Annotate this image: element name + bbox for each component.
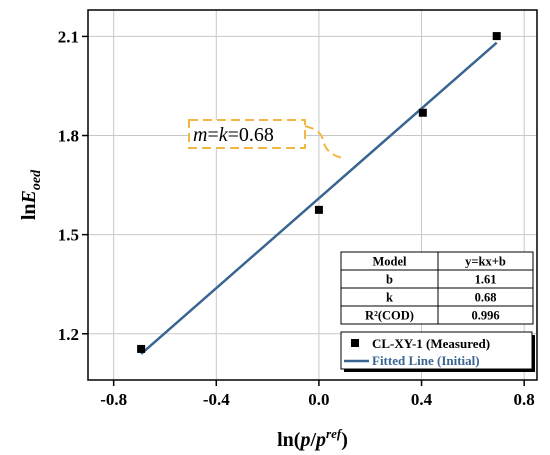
data-point xyxy=(314,205,323,214)
x-title-p: p xyxy=(298,429,310,451)
legend-box xyxy=(340,331,533,370)
stats-table-key: Model xyxy=(372,255,407,269)
annotation-m: m xyxy=(193,124,207,146)
stats-table: Model y=kx+b b 1.61 k 0.68 R²(COD) 0.996 xyxy=(340,251,534,325)
y-title-prefix: ln xyxy=(18,203,40,220)
stats-table-key: b xyxy=(386,273,393,287)
x-tick-label: 0.4 xyxy=(411,390,433,409)
stats-table-key: R²(COD) xyxy=(365,309,414,323)
annotation-box xyxy=(188,119,306,149)
y-tick-label: 1.8 xyxy=(58,127,79,146)
stats-table-value: y=kx+b xyxy=(465,255,506,269)
legend-label-measured: CL-XY-1 (Measured) xyxy=(372,336,490,351)
annotation-eq2: = xyxy=(228,124,239,146)
x-axis-title: ln(p/pref) xyxy=(277,426,348,451)
data-point xyxy=(418,108,427,117)
annotation-text: m=k=0.68 xyxy=(193,124,274,146)
x-title-prefix: ln( xyxy=(277,429,301,451)
data-point xyxy=(137,344,146,353)
annotation-leader xyxy=(304,125,347,160)
plot-frame xyxy=(87,9,538,381)
point-layer xyxy=(137,32,501,353)
legend-label-fitted: Fitted Line (Initial) xyxy=(372,353,480,368)
legend-marker-measured xyxy=(351,339,359,347)
slope-annotation: m=k=0.68 xyxy=(188,119,347,160)
fit-layer xyxy=(140,41,498,355)
y-tick-label: 1.2 xyxy=(58,325,79,344)
stats-table-value: 0.996 xyxy=(471,309,499,323)
x-tick-label: 0.8 xyxy=(514,390,535,409)
y-tick-label: 1.5 xyxy=(58,226,79,245)
tick-layer: -0.8 -0.4 0.0 0.4 0.8 1.2 1.5 1.8 2.1 xyxy=(58,27,535,409)
data-point xyxy=(492,32,501,41)
annotation-k: k xyxy=(219,124,229,146)
y-title-E: E xyxy=(18,190,40,204)
y-title-sub: oed xyxy=(29,169,44,190)
x-tick-label: -0.4 xyxy=(203,390,230,409)
annotation-value: 0.68 xyxy=(239,124,274,146)
x-title-suffix: ) xyxy=(341,429,348,451)
x-tick-label: 0.0 xyxy=(308,390,329,409)
stats-table-key: k xyxy=(386,291,393,305)
x-title-slash: / xyxy=(309,429,316,451)
fitted-line xyxy=(140,41,498,355)
x-tick-label: -0.8 xyxy=(100,390,127,409)
stats-table-value: 0.68 xyxy=(475,291,497,305)
stats-table-value: 1.61 xyxy=(475,273,497,287)
annotation-eq1: = xyxy=(207,124,218,146)
x-title-sup: ref xyxy=(326,426,343,441)
x-title-p2: p xyxy=(314,429,326,451)
y-axis-title: lnEoed xyxy=(18,169,44,220)
legend: CL-XY-1 (Measured) Fitted Line (Initial) xyxy=(340,331,535,372)
y-tick-label: 2.1 xyxy=(58,27,79,46)
